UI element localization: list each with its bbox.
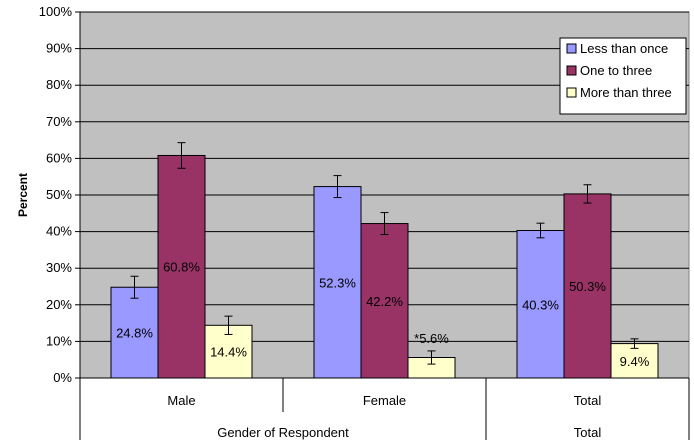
legend-swatch	[566, 43, 577, 54]
group-label: Total	[574, 425, 602, 440]
y-tick-label: 100%	[39, 4, 73, 19]
bars: 24.8% 60.8% 14.4% 52.3% 42.2% *5.6% 40.3% 50.3%…	[110, 142, 659, 379]
y-tick-label: 30%	[46, 260, 72, 275]
data-label: 9.4%	[620, 354, 650, 369]
legend-label: One to three	[580, 63, 652, 78]
legend-label: Less than once	[580, 41, 668, 56]
data-label: 60.8%	[163, 260, 200, 275]
y-tick-label: 20%	[46, 297, 72, 312]
legend-swatch	[566, 65, 577, 76]
bar	[516, 230, 565, 379]
bar	[360, 223, 409, 379]
data-label: 52.3%	[319, 275, 356, 290]
bar	[563, 193, 612, 379]
data-label: 42.2%	[366, 294, 403, 309]
data-label: *5.6%	[414, 331, 449, 346]
category-label: Female	[363, 393, 406, 408]
y-tick-label: 40%	[46, 224, 72, 239]
y-tick-label: 10%	[46, 333, 72, 348]
legend: Less than once One to three More than thre…	[559, 37, 687, 115]
y-tick-label: 90%	[46, 41, 72, 56]
data-label: 24.8%	[116, 326, 153, 341]
y-tick-label: 0%	[53, 370, 72, 385]
category-labels: Male Female Total Gender of Respondent Total	[79, 378, 690, 440]
y-axis-label: Percent	[16, 173, 30, 217]
data-label: 14.4%	[210, 345, 247, 360]
group-label: Gender of Respondent	[217, 425, 349, 440]
category-label: Male	[167, 393, 195, 408]
data-label: 50.3%	[569, 279, 606, 294]
axes	[75, 11, 689, 379]
bar	[110, 286, 159, 379]
y-tick-label: 80%	[46, 77, 72, 92]
y-tick-label: 60%	[46, 150, 72, 165]
legend-swatch	[566, 87, 577, 98]
legend-label: More than three	[580, 85, 672, 100]
y-tick-label: 70%	[46, 114, 72, 129]
y-tick-label: 50%	[46, 187, 72, 202]
category-label: Total	[574, 393, 602, 408]
bar	[157, 154, 206, 379]
data-label: 40.3%	[522, 297, 559, 312]
legend-box	[559, 37, 687, 115]
y-tick-labels: 0% 10% 20% 30% 40% 50% 60% 70% 80% 90% 100%	[39, 4, 73, 385]
